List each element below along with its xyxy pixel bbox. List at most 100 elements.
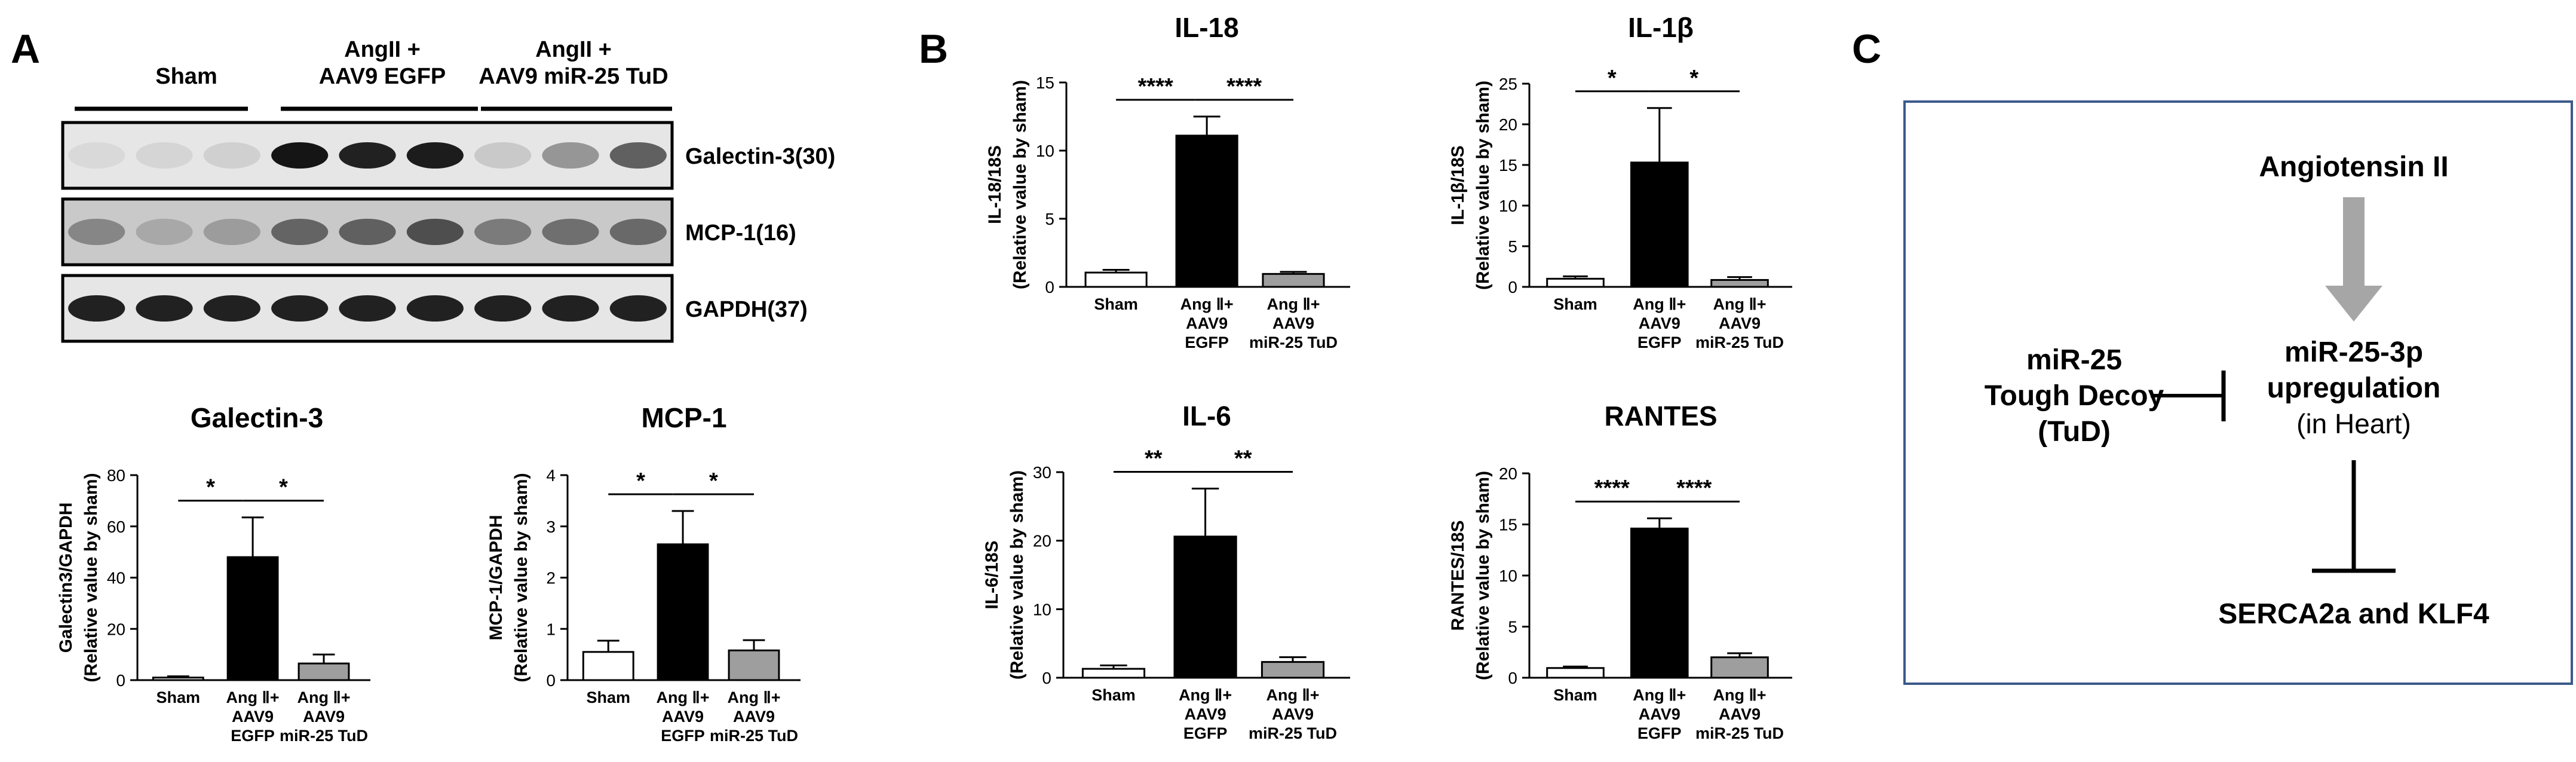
bar: [1262, 273, 1325, 288]
y-tick-label: 0: [1042, 669, 1051, 687]
chart-3: IL-1β 0 5 10 15 20 25 IL-1β/18S (Relative value …: [1448, 12, 1792, 351]
x-tick-label: Sham: [156, 688, 200, 706]
blot-band: [203, 219, 260, 245]
significance-marker: ****: [1594, 476, 1630, 501]
bar: [226, 556, 279, 681]
y-tick-label: 20: [1499, 464, 1517, 483]
y-tick-label: 0: [1045, 278, 1054, 296]
x-tick-label: AAV9: [733, 708, 775, 726]
blot-band-label: GAPDH(37): [685, 297, 808, 322]
angiotensin-node: Angiotensin II: [2259, 151, 2448, 183]
chart-title: IL-6: [1182, 400, 1231, 432]
x-tick-label: AAV9: [1272, 314, 1314, 332]
y-tick-label: 10: [1036, 142, 1054, 160]
bar: [582, 651, 634, 681]
significance-marker: *: [206, 475, 215, 500]
blot-band: [68, 295, 125, 322]
center-line-2: upregulation: [2267, 372, 2441, 404]
y-tick-label: 10: [1499, 197, 1517, 215]
significance-marker: ****: [1138, 74, 1173, 99]
bar: [1261, 661, 1325, 679]
x-tick-label: Sham: [586, 688, 630, 706]
x-tick-label: EGFP: [231, 727, 275, 745]
blot-band: [68, 219, 125, 245]
blot-group-label: AAV9 EGFP: [319, 64, 446, 89]
tud-line-3: (TuD): [2038, 416, 2111, 448]
blot-band: [271, 142, 329, 169]
significance-marker: *: [279, 475, 288, 500]
x-tick-label: AAV9: [1639, 705, 1680, 723]
y-tick-label: 15: [1499, 156, 1517, 175]
x-tick-label: AAV9: [1719, 314, 1761, 332]
x-tick-label: Ang Ⅱ+: [657, 688, 710, 706]
y-axis-label: (Relative value by sham): [1010, 80, 1030, 289]
x-tick-label: Ang Ⅱ+: [1713, 686, 1766, 704]
chart-4: IL-6 0 10 20 30 IL-6/18S (Relative value by sh…: [982, 400, 1350, 742]
x-tick-label: Ang Ⅱ+: [1633, 686, 1686, 704]
blot-group-label: Sham: [155, 64, 217, 89]
x-tick-label: AAV9: [1272, 705, 1314, 723]
panel-label-b: B: [919, 26, 948, 72]
bar: [1710, 656, 1769, 679]
x-tick-label: AAV9: [303, 708, 345, 726]
x-tick-label: AAV9: [1186, 314, 1228, 332]
y-axis-label: (Relative value by sham): [1473, 471, 1493, 680]
chart-1: MCP-1 0 1 2 3 4 MCP-1/GAPDH (Relative value by …: [486, 402, 801, 745]
significance-marker: *: [709, 469, 718, 494]
significance-marker: ****: [1676, 476, 1712, 501]
blot-group-label: AAV9 miR-25 TuD: [479, 64, 668, 89]
blot-band: [339, 219, 396, 245]
blot-band: [474, 219, 532, 245]
significance-marker: *: [1689, 66, 1698, 91]
x-tick-label: EGFP: [1185, 333, 1229, 351]
x-tick-label: Ang Ⅱ+: [1179, 686, 1232, 704]
y-tick-label: 15: [1036, 74, 1054, 92]
y-axis-label: (Relative value by sham): [1473, 81, 1493, 290]
y-tick-label: 0: [1508, 278, 1517, 296]
chart-title: RANTES: [1604, 400, 1717, 432]
bar: [1084, 271, 1148, 288]
chart-5: RANTES 0 5 10 15 20 RANTES/18S (Relative value …: [1448, 400, 1792, 742]
significance-marker: ****: [1226, 74, 1262, 99]
blot-group-label: AngII +: [535, 37, 612, 62]
y-axis-label: Galectin3/GAPDH: [56, 503, 76, 653]
x-tick-label: Ang Ⅱ+: [297, 688, 350, 706]
blot-band: [609, 219, 667, 245]
chart-title: IL-18: [1174, 12, 1238, 43]
y-axis-label: IL-1β/18S: [1448, 145, 1468, 225]
x-tick-label: miR-25 TuD: [1695, 724, 1784, 742]
x-tick-label: Ang Ⅱ+: [727, 688, 780, 706]
stimulate-arrow: [2325, 197, 2382, 322]
x-tick-label: miR-25 TuD: [710, 727, 798, 745]
y-tick-label: 20: [1499, 115, 1517, 134]
y-tick-label: 60: [107, 518, 125, 536]
center-line-1: miR-25-3p: [2284, 336, 2423, 368]
chart-2: IL-18 0 5 10 15 IL-18/18S (Relative value by s…: [985, 12, 1350, 351]
blot-band: [406, 219, 464, 245]
x-tick-label: miR-25 TuD: [280, 727, 368, 745]
x-tick-label: AAV9: [662, 708, 704, 726]
y-tick-label: 20: [1033, 532, 1051, 550]
x-tick-label: AAV9: [1719, 705, 1761, 723]
y-axis-label: MCP-1/GAPDH: [486, 515, 506, 640]
blot-band-label: MCP-1(16): [685, 221, 796, 246]
x-tick-label: Ang Ⅱ+: [1633, 295, 1686, 313]
y-axis-label: (Relative value by sham): [81, 473, 101, 682]
bar: [728, 649, 780, 681]
y-tick-label: 0: [546, 671, 556, 690]
y-tick-label: 80: [107, 466, 125, 485]
x-tick-label: Sham: [1091, 686, 1136, 704]
y-tick-label: 5: [1045, 210, 1054, 228]
x-tick-label: Ang Ⅱ+: [1266, 295, 1320, 313]
pathway-diagram: Angiotensin II miR-25-3p upregulation (i…: [1903, 100, 2573, 685]
blot-band: [136, 219, 193, 245]
blot-band: [474, 295, 532, 322]
blot-band: [542, 142, 599, 169]
chart-0: Galectin-3 0 20 40 60 80 Galectin3/GAPDH (Relat…: [56, 402, 370, 745]
y-axis-label: (Relative value by sham): [1007, 470, 1027, 680]
bar: [1630, 161, 1689, 288]
significance-marker: *: [1608, 66, 1617, 91]
x-tick-label: AAV9: [1639, 314, 1680, 332]
